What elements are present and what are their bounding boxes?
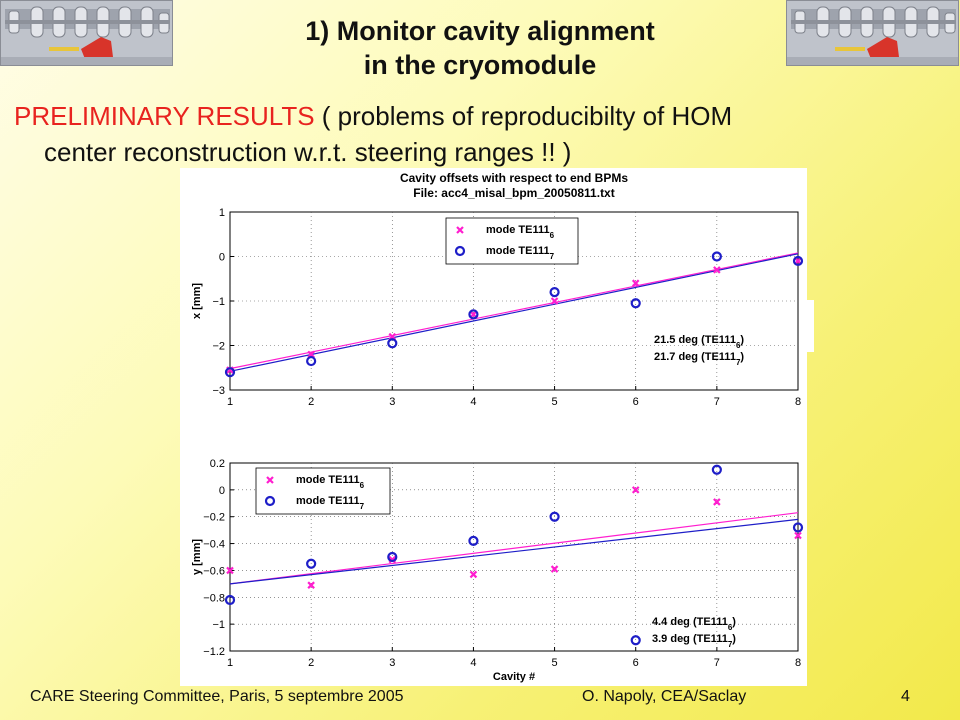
legend-box <box>255 467 391 515</box>
x-tick-label: 2 <box>308 396 314 408</box>
slide-title-line2: in the cryomodule <box>363 50 597 80</box>
x-tick-label: 2 <box>308 657 314 669</box>
fit-line-2 <box>229 253 799 372</box>
data-point-x <box>794 257 802 265</box>
legend-label: mode TE1116 <box>486 224 555 240</box>
fit-line-2 <box>229 518 799 585</box>
data-point-o <box>549 286 560 298</box>
fit-angle-label: 4.4 deg (TE1116) <box>652 616 736 632</box>
x-tick-label: 5 <box>552 396 558 408</box>
data-point-x <box>631 486 640 494</box>
x-tick-label: 8 <box>795 396 801 408</box>
y-tick-label: −1 <box>212 619 225 631</box>
legend-box <box>445 217 579 265</box>
data-point-o <box>224 367 236 378</box>
data-point-x <box>469 310 478 319</box>
fit-line-1 <box>229 252 799 370</box>
legend-marker-o <box>454 245 466 257</box>
x-tick-label: 3 <box>389 396 395 408</box>
x-tick-label: 4 <box>470 657 476 669</box>
data-point-x <box>469 570 478 579</box>
data-point-o <box>306 355 317 367</box>
data-point-o <box>630 635 641 646</box>
slide-title: 1) Monitor cavity alignment in the cryom… <box>175 14 785 82</box>
fit-angle-label: 21.5 deg (TE1116) <box>654 334 744 350</box>
data-point-o <box>711 251 722 262</box>
figure-edge-patch <box>806 300 814 352</box>
chart-panel-2: 1 2 3 4 5 6 7 8 0.2 0 −0.2 −0.4 −0.6 −0.8 −1 −1.2 y [mm]… <box>191 458 804 683</box>
x-tick-label: 7 <box>714 657 720 669</box>
chart-title-line: File: acc4_misal_bpm_20050811.txt <box>413 186 614 200</box>
data-point-o <box>792 522 804 533</box>
data-point-o <box>549 511 560 522</box>
x-tick-label: 1 <box>227 396 233 408</box>
data-point-o <box>711 464 722 475</box>
data-point-x <box>307 581 315 589</box>
data-point-x <box>794 531 802 540</box>
y-tick-label: −3 <box>212 385 225 397</box>
y-tick-label: −0.8 <box>203 592 225 604</box>
page-number: 4 <box>901 688 910 705</box>
data-point-x <box>713 498 721 506</box>
y-tick-label: −0.6 <box>203 565 225 577</box>
figure-panel: 1 2 3 4 5 6 7 8 1 0 −1 −2 −3 x [mm] Cavity offsets wit… <box>180 168 807 686</box>
data-point-o <box>387 338 398 349</box>
data-point-x <box>226 566 234 575</box>
x-tick-label: 4 <box>470 396 476 408</box>
y-tick-label: −1.2 <box>203 646 225 658</box>
legend-label: mode TE1117 <box>296 495 365 511</box>
preliminary-label: PRELIMINARY RESULTS <box>14 101 315 131</box>
slide-title-line1: 1) Monitor cavity alignment <box>305 16 655 46</box>
x-tick-label: 1 <box>227 657 233 669</box>
slide-subtitle: PRELIMINARY RESULTS ( problems of reprod… <box>14 98 944 170</box>
footer-event: CARE Steering Committee, Paris, 5 septem… <box>30 688 404 705</box>
fit-line-1 <box>229 512 799 585</box>
figure-svg: 1 2 3 4 5 6 7 8 1 0 −1 −2 −3 x [mm] Cavity offsets wit… <box>191 171 804 683</box>
y-axis-label: y [mm] <box>191 539 203 575</box>
y-tick-label: −2 <box>212 341 225 353</box>
data-point-o <box>468 535 479 546</box>
x-tick-label: 6 <box>633 396 639 408</box>
y-tick-label: 0 <box>219 485 225 497</box>
data-point-o <box>387 551 398 563</box>
data-point-x <box>631 279 640 287</box>
x-tick-label: 8 <box>795 657 801 669</box>
cavity-photo-left <box>0 0 173 66</box>
data-point-o <box>630 298 641 309</box>
y-tick-label: 0.2 <box>210 458 225 470</box>
chart-title-line: Cavity offsets with respect to end BPMs <box>400 171 628 185</box>
y-tick-label: 0 <box>219 252 225 264</box>
fit-angle-label: 21.7 deg (TE1117) <box>654 351 744 367</box>
data-point-o <box>224 594 236 606</box>
data-point-x <box>550 565 559 573</box>
subtitle-line2: center reconstruction w.r.t. steering ra… <box>44 137 572 167</box>
y-tick-label: 1 <box>219 207 225 219</box>
y-tick-label: −0.4 <box>203 539 225 551</box>
x-tick-label: 7 <box>714 396 720 408</box>
x-tick-label: 3 <box>389 657 395 669</box>
subtitle-text: ( problems of reproducibilty of HOM <box>314 101 733 131</box>
data-point-o <box>792 255 804 267</box>
data-point-o <box>468 309 479 320</box>
legend-label: mode TE1117 <box>486 245 555 261</box>
y-tick-label: −1 <box>212 296 225 308</box>
x-tick-label: 5 <box>552 657 558 669</box>
legend-label: mode TE1116 <box>296 474 365 490</box>
cavity-photo-right <box>786 0 959 66</box>
data-point-o <box>306 558 317 569</box>
cavity-photo-left-graphic <box>1 1 172 65</box>
cavity-photo-right-graphic <box>787 1 958 65</box>
data-point-x <box>713 266 721 274</box>
legend-marker-x <box>456 226 464 234</box>
x-tick-label: 6 <box>633 657 639 669</box>
footer-author: O. Napoly, CEA/Saclay <box>582 688 747 705</box>
y-axis-label: x [mm] <box>191 283 203 319</box>
legend-marker-o <box>264 495 276 507</box>
fit-angle-label: 3.9 deg (TE1117) <box>652 633 736 649</box>
x-axis-label: Cavity # <box>493 671 535 683</box>
legend-marker-x <box>266 476 274 484</box>
chart-panel-1: 1 2 3 4 5 6 7 8 1 0 −1 −2 −3 x [mm] Cavity offsets wit… <box>191 171 804 408</box>
data-point-x <box>550 297 559 305</box>
y-tick-label: −0.2 <box>203 512 225 524</box>
